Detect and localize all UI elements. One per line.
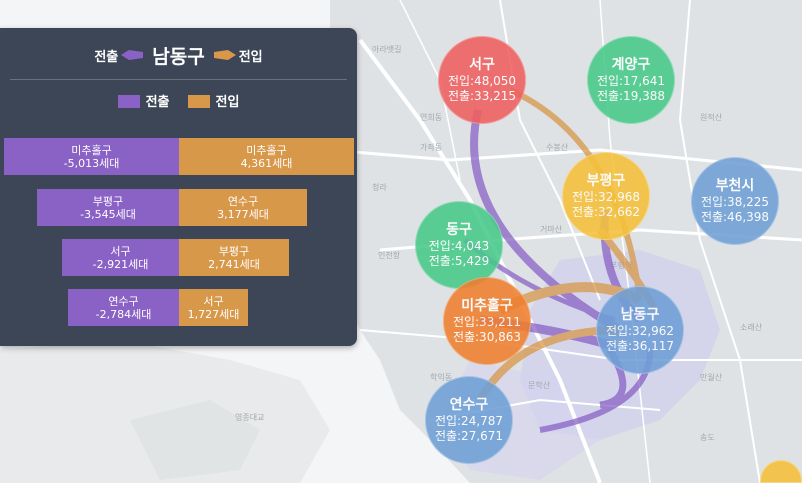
district-name: 남동구 <box>620 306 660 323</box>
out-bar-value: -5,013세대 <box>63 156 120 170</box>
panel-legend: 전출 전입 <box>0 91 357 110</box>
legend-out: 전출 <box>117 91 170 110</box>
panel-divider <box>10 79 347 80</box>
map-place-label: 인천항 <box>378 250 401 260</box>
district-bubble[interactable]: 부천시 전입:38,225 전출:46,398 <box>691 157 779 245</box>
in-bar-name: 부평구 <box>218 244 250 258</box>
district-name: 동구 <box>446 221 472 238</box>
district-in-value: 전입:24,787 <box>434 413 504 428</box>
district-in-value: 전입:33,211 <box>452 314 522 329</box>
out-arrow-icon <box>121 50 144 60</box>
panel-title: 남동구 <box>152 45 205 68</box>
map-place-label: 수봉산 <box>546 142 569 152</box>
legend-out-swatch <box>117 95 140 108</box>
out-bar-value: -2,784세대 <box>95 307 152 321</box>
district-in-value: 전입:48,050 <box>447 73 517 88</box>
in-bar-name: 연수구 <box>227 194 259 208</box>
out-bar-name: 서구 <box>110 244 131 258</box>
district-out-value: 전출:46,398 <box>700 209 770 224</box>
district-bubble[interactable]: 계양구 전입:17,641 전출:19,388 <box>587 36 675 124</box>
map-place-label: 원적산 <box>700 112 723 122</box>
in-bar-name: 서구 <box>203 294 224 308</box>
district-out-value: 전출:5,429 <box>428 253 490 268</box>
out-bar-value: -3,545세대 <box>80 207 136 221</box>
map-place-label: 가좌동 <box>420 143 442 152</box>
district-in-value: 전입:32,968 <box>571 189 641 204</box>
district-bubble[interactable]: 부평구 전입:32,968 전출:32,662 <box>562 152 650 240</box>
out-bar-name: 부평구 <box>92 194 124 208</box>
district-name: 부평구 <box>586 172 626 189</box>
out-title-label: 전출 <box>94 49 119 65</box>
out-bar-4[interactable]: 연수구 -2,784세대 <box>68 289 179 326</box>
in-bar-3[interactable]: 부평구 2,741세대 <box>179 239 289 276</box>
in-bar-value: 4,361세대 <box>240 156 293 170</box>
district-out-value: 전출:27,671 <box>434 428 504 443</box>
district-in-value: 전입:38,225 <box>700 194 770 209</box>
legend-in-swatch <box>187 95 210 108</box>
in-bar-value: 3,177세대 <box>217 207 269 221</box>
map-place-label: 연희동 <box>420 112 442 122</box>
in-bar-name: 미추홀구 <box>246 143 287 157</box>
map-place-labels: 문학산소래산청라인천항송도영종대교수봉산원적산거마산아라뱃길가좌동부평역만월산연… <box>235 44 763 442</box>
in-bar-4[interactable]: 서구 1,727세대 <box>179 289 248 326</box>
district-name: 부천시 <box>715 177 755 194</box>
map-place-label: 만월산 <box>700 372 723 382</box>
legend-out-label: 전출 <box>145 95 170 110</box>
district-out-value: 전출:19,388 <box>596 88 666 103</box>
out-bar-3[interactable]: 서구 -2,921세대 <box>62 239 179 276</box>
out-bar-value: -2,921세대 <box>92 257 149 271</box>
district-bubble[interactable]: 남동구 전입:32,962 전출:36,117 <box>596 286 684 374</box>
map-place-label: 거마산 <box>540 224 563 234</box>
district-bubble[interactable]: 동구 전입:4,043 전출:5,429 <box>415 201 503 289</box>
out-bar-1[interactable]: 미추홀구 -5,013세대 <box>4 138 179 175</box>
district-out-value: 전출:33,215 <box>447 88 517 103</box>
district-bubble-partial <box>760 460 802 483</box>
migration-panel: 전출 남동구 전입 전출 전입 미추홀구 -5,013세대 미추홀구 4,361… <box>0 28 357 346</box>
district-name: 미추홀구 <box>461 297 513 314</box>
legend-in: 전입 <box>187 91 240 110</box>
in-title-label: 전입 <box>238 49 263 65</box>
district-bubble[interactable]: 연수구 전입:24,787 전출:27,671 <box>425 376 513 464</box>
district-in-value: 전입:17,641 <box>596 73 666 88</box>
district-out-value: 전출:30,863 <box>452 329 522 344</box>
map-place-label: 학익동 <box>430 372 452 382</box>
district-bubble[interactable]: 서구 전입:48,050 전출:33,215 <box>438 36 526 124</box>
district-in-value: 전입:4,043 <box>428 238 490 253</box>
district-in-value: 전입:32,962 <box>605 323 675 338</box>
legend-in-label: 전입 <box>215 95 240 110</box>
in-arrow-icon <box>213 50 236 60</box>
district-out-value: 전출:32,662 <box>571 204 641 219</box>
map-place-label: 부평역 <box>610 260 632 270</box>
district-out-value: 전출:36,117 <box>605 338 675 353</box>
out-bar-name: 미추홀구 <box>71 143 112 157</box>
out-bar-name: 연수구 <box>108 294 139 308</box>
panel-title-row: 전출 남동구 전입 <box>0 42 357 68</box>
map-place-label: 송도 <box>700 433 715 442</box>
map-place-label: 청라 <box>372 183 387 192</box>
in-bar-value: 2,741세대 <box>208 257 260 271</box>
in-bar-value: 1,727세대 <box>187 307 240 321</box>
map-place-label: 영종대교 <box>235 412 264 422</box>
district-name: 서구 <box>469 56 495 73</box>
district-name: 계양구 <box>611 56 651 73</box>
in-bar-2[interactable]: 연수구 3,177세대 <box>179 189 307 226</box>
district-name: 연수구 <box>449 396 489 413</box>
map-place-label: 아라뱃길 <box>372 44 401 54</box>
out-bar-2[interactable]: 부평구 -3,545세대 <box>37 189 179 226</box>
map-place-label: 소래산 <box>740 322 763 332</box>
in-bar-1[interactable]: 미추홀구 4,361세대 <box>179 138 354 175</box>
map-place-label: 문학산 <box>528 380 551 390</box>
district-bubble[interactable]: 미추홀구 전입:33,211 전출:30,863 <box>443 277 531 365</box>
